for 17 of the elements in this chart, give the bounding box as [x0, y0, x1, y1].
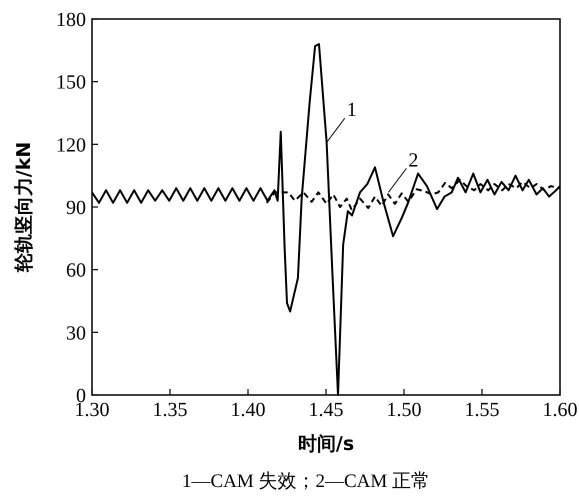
y-tick-label: 30	[66, 322, 86, 344]
x-axis-title: 时间/s	[298, 433, 354, 455]
y-tick-label: 150	[56, 72, 86, 94]
y-tick-label: 120	[56, 134, 86, 156]
x-tick-label: 1.50	[386, 399, 422, 421]
x-tick-label: 1.35	[152, 399, 188, 421]
y-axis-title: 轮轨竖向力/kN	[13, 142, 35, 274]
x-tick-label: 1.45	[308, 399, 344, 421]
x-tick-label: 1.60	[542, 399, 578, 421]
annotation: 1	[346, 99, 357, 122]
y-tick-label: 60	[66, 260, 86, 282]
y-tick-label: 180	[56, 9, 86, 31]
x-tick-label: 1.40	[230, 399, 266, 421]
text: 1—CAM 失效；2—CAM 正常	[182, 471, 430, 492]
annotation: 2	[408, 149, 418, 172]
x-tick-label: 1.55	[464, 399, 500, 421]
y-tick-label: 90	[66, 197, 86, 219]
